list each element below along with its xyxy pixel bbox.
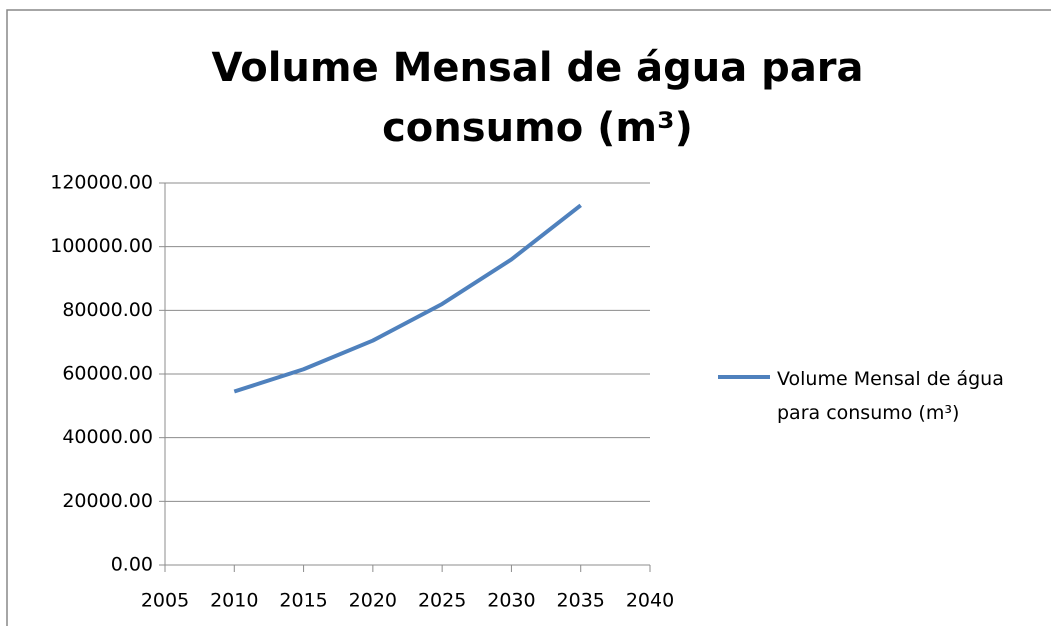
y-tick-label: 20000.00 xyxy=(62,490,153,512)
y-tick-label: 40000.00 xyxy=(62,426,153,448)
x-tick-label: 2040 xyxy=(626,590,674,612)
x-tick-label: 2015 xyxy=(279,590,327,612)
y-tick-label: 0.00 xyxy=(111,554,153,576)
x-tick-label: 2035 xyxy=(557,590,605,612)
y-tick-label: 100000.00 xyxy=(50,235,153,257)
chart-title: Volume Mensal de água para consumo (m³) xyxy=(211,45,864,151)
x-tick-label: 2020 xyxy=(349,590,397,612)
x-tick-label: 2030 xyxy=(487,590,535,612)
x-tick-label: 2025 xyxy=(418,590,466,612)
y-tick-label: 120000.00 xyxy=(50,172,153,194)
series-line xyxy=(233,203,582,394)
x-tick-label: 2010 xyxy=(210,590,258,612)
legend-label: Volume Mensal de água para consumo (m³) xyxy=(777,368,1004,424)
chart-border xyxy=(6,9,1051,626)
x-tick-label: 2005 xyxy=(141,590,189,612)
y-tick-label: 60000.00 xyxy=(62,363,153,385)
y-tick-label: 80000.00 xyxy=(62,299,153,321)
